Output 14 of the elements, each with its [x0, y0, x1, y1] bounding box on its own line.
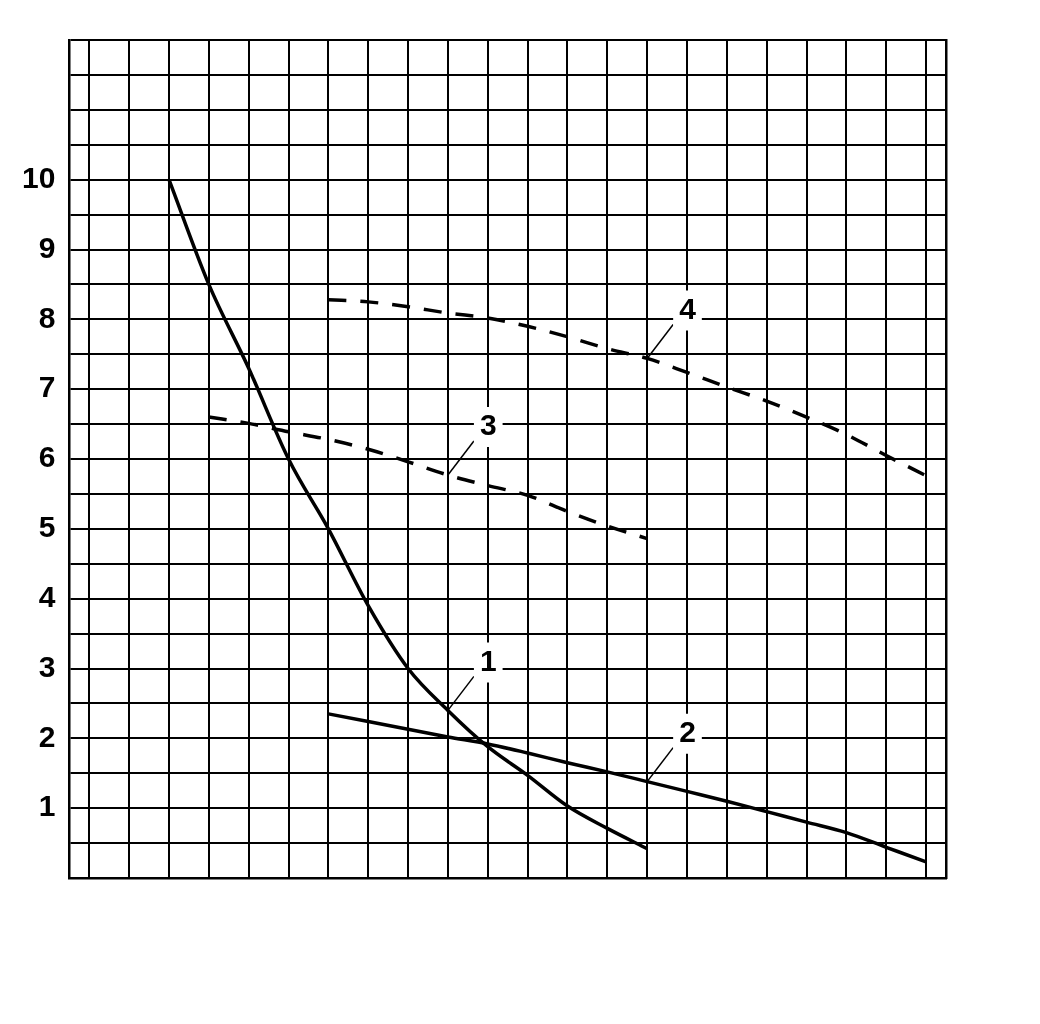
- series-label: 3: [479, 408, 497, 442]
- y-tick-label: 3: [38, 649, 56, 683]
- y-tick-label: 9: [38, 230, 56, 264]
- series-label: 2: [679, 714, 696, 748]
- y-tick-label: 2: [38, 719, 56, 753]
- y-tick-label: 5: [38, 510, 56, 544]
- series-label: 4: [679, 291, 697, 325]
- y-tick-label: 4: [38, 579, 56, 613]
- y-tick-label: 10: [21, 160, 56, 194]
- series-label: 1: [479, 643, 497, 677]
- y-tick-label: 6: [38, 440, 56, 474]
- y-tick-label: 8: [38, 300, 56, 334]
- y-tick-label: 7: [38, 370, 56, 404]
- y-tick-label: 1: [38, 789, 56, 823]
